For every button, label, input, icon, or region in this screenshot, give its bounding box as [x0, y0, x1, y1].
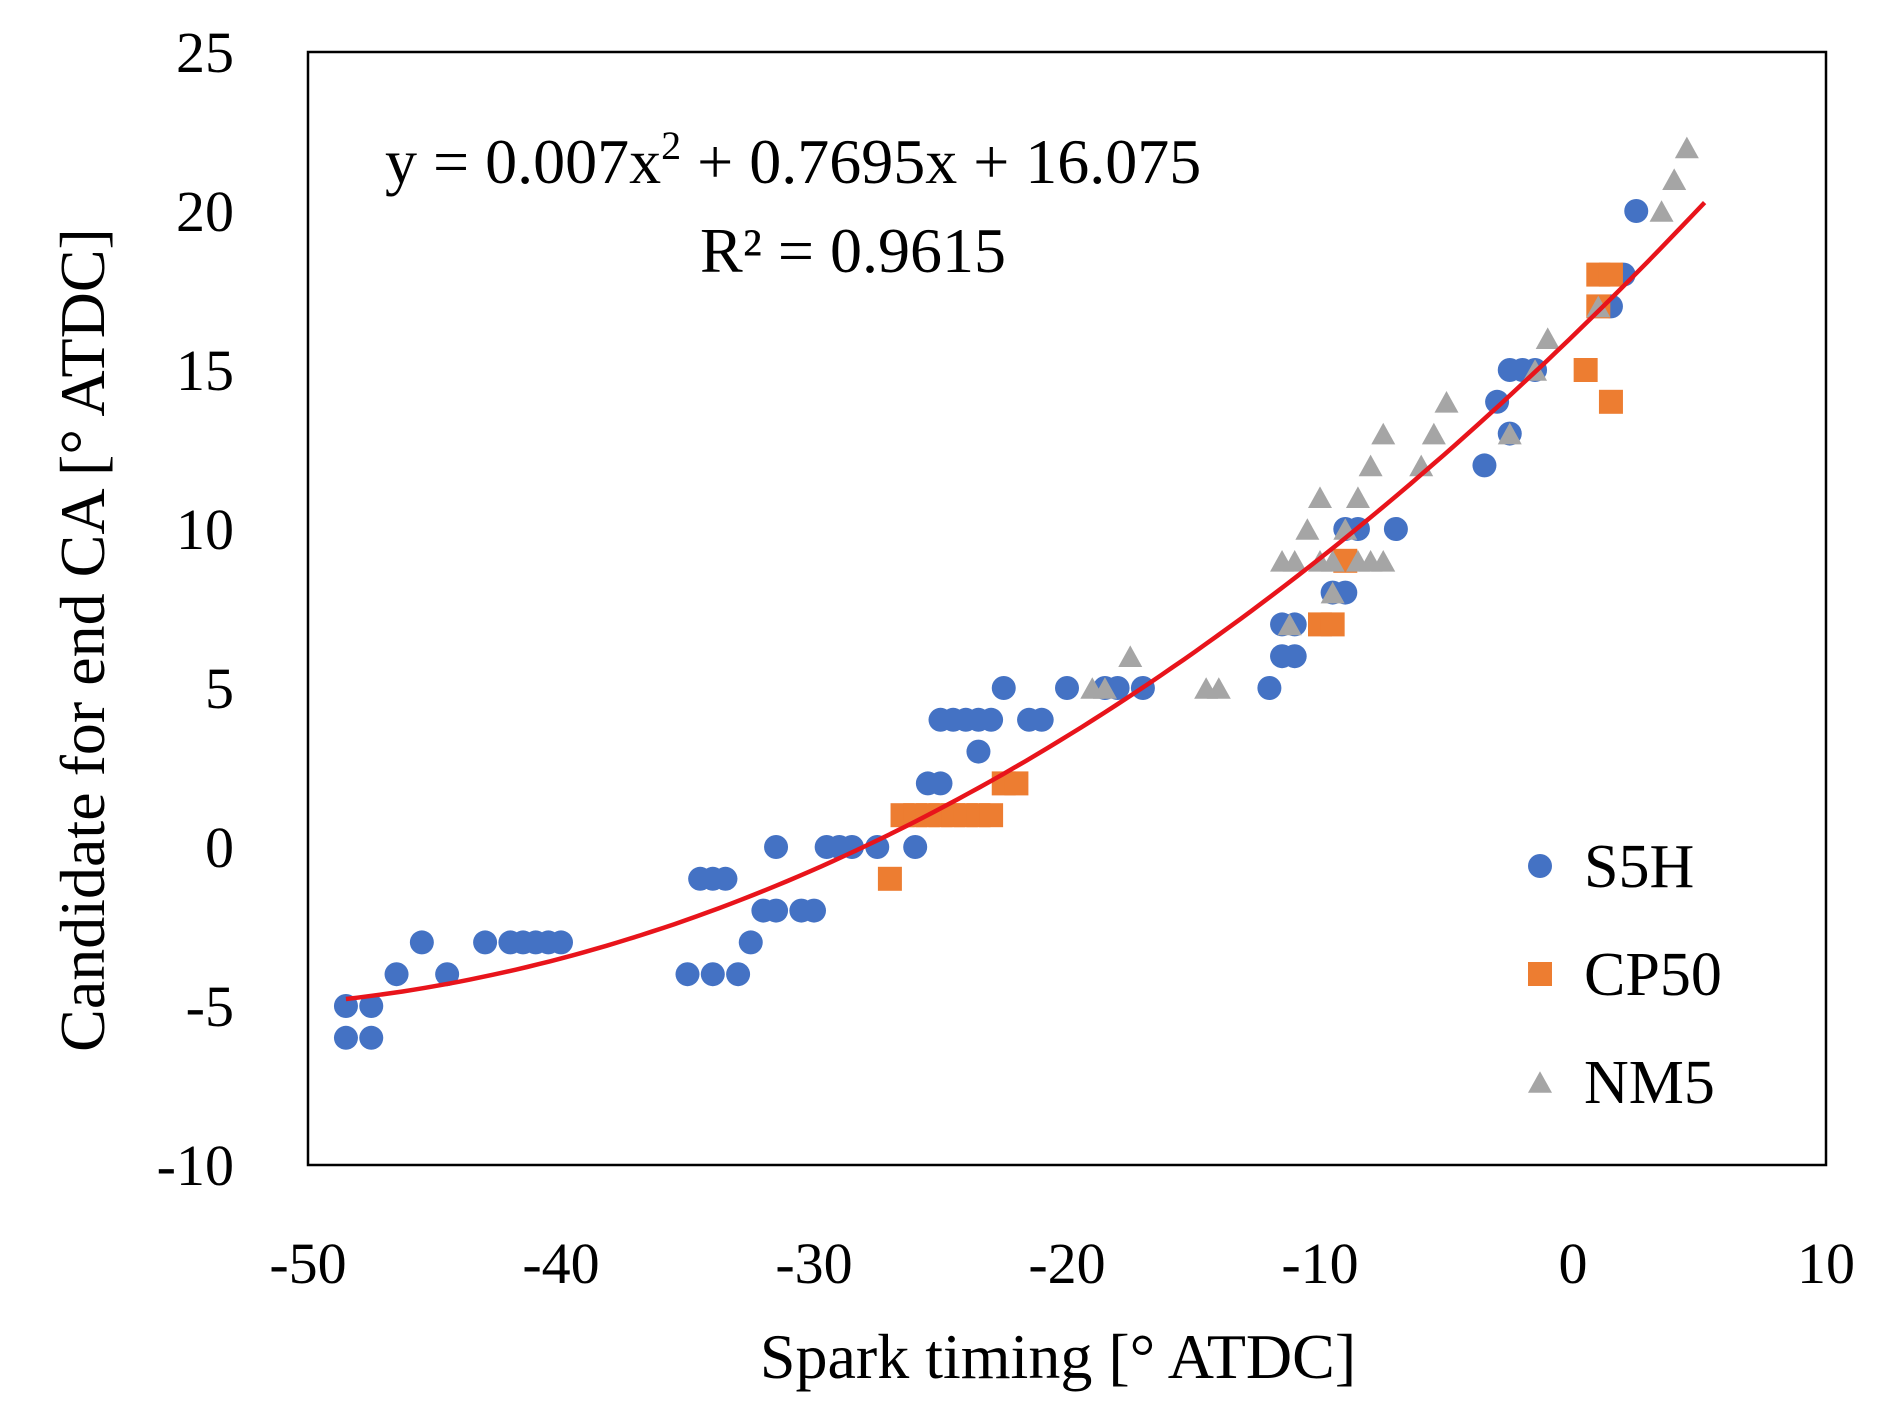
data-point-nm5	[1295, 518, 1320, 540]
data-point-s5h	[1383, 517, 1408, 541]
data-point-nm5	[1674, 136, 1699, 159]
y-tick-labels: -10 -5 0 5 10 15 20 25	[157, 20, 234, 1198]
legend-marker-s5h	[1528, 854, 1552, 878]
data-point-cp50	[1598, 389, 1623, 414]
data-point-s5h	[409, 930, 434, 955]
equation-prefix: y = 0.007x	[385, 126, 661, 197]
data-point-nm5	[1586, 295, 1611, 318]
data-point-nm5	[1320, 550, 1345, 572]
data-point-nm5	[1282, 550, 1307, 572]
series-nm5	[1080, 136, 1699, 699]
legend-marker-cp50	[1528, 962, 1552, 986]
y-tick-label: 10	[176, 497, 234, 562]
data-point-cp50	[1598, 262, 1623, 287]
series-cp50	[877, 262, 1623, 891]
data-point-s5h	[1257, 676, 1282, 700]
data-point-nm5	[1535, 327, 1560, 349]
x-tick-label: -10	[1281, 1231, 1358, 1296]
equation-suffix: + 0.7695x + 16.075	[681, 126, 1201, 197]
data-point-nm5	[1206, 677, 1231, 699]
data-point-s5h	[1624, 199, 1649, 223]
data-point-s5h	[1485, 389, 1510, 414]
x-tick-label: 10	[1797, 1231, 1855, 1296]
data-point-nm5	[1662, 168, 1687, 190]
data-point-nm5	[1649, 200, 1674, 222]
data-point-s5h	[384, 962, 409, 987]
y-tick-label: 15	[176, 338, 234, 403]
data-point-s5h	[764, 835, 789, 859]
data-point-s5h	[802, 898, 826, 923]
data-point-s5h	[1472, 453, 1497, 478]
series-s5h	[333, 199, 1649, 1050]
data-point-s5h	[333, 1025, 358, 1050]
legend-label-cp50: CP50	[1584, 941, 1722, 1009]
data-point-cp50	[979, 803, 1004, 828]
data-point-nm5	[1092, 677, 1117, 699]
data-point-cp50	[877, 866, 902, 891]
x-tick-label: 0	[1559, 1231, 1588, 1296]
data-point-nm5	[1421, 422, 1446, 445]
data-point-s5h	[1029, 707, 1054, 732]
data-point-s5h	[903, 835, 928, 859]
legend-label-s5h: S5H	[1584, 833, 1694, 901]
data-point-s5h	[979, 707, 1004, 732]
data-point-s5h	[713, 866, 738, 891]
y-tick-label: 5	[205, 656, 234, 721]
data-point-s5h	[928, 771, 953, 796]
data-point-nm5	[1118, 645, 1143, 667]
data-point-s5h	[1055, 676, 1079, 700]
data-point-s5h	[1282, 644, 1307, 669]
plot-area	[306, 50, 1828, 1167]
y-tick-label: 0	[205, 815, 234, 880]
data-point-nm5	[1308, 486, 1332, 508]
x-tick-label: -20	[1028, 1231, 1105, 1296]
data-point-s5h	[726, 962, 751, 987]
x-tick-label: -30	[775, 1231, 852, 1296]
trendline	[345, 201, 1707, 1002]
data-point-s5h	[738, 930, 763, 955]
data-point-s5h	[764, 898, 789, 923]
legend-marker-nm5	[1528, 1071, 1552, 1093]
data-point-nm5	[1371, 422, 1396, 445]
data-point-nm5	[1320, 581, 1345, 604]
data-point-s5h	[700, 962, 725, 987]
trendline-equation: y = 0.007x2 + 0.7695x + 16.075	[385, 123, 1201, 197]
data-point-cp50	[1320, 612, 1345, 637]
y-tick-label: 25	[176, 20, 234, 85]
legend-label-nm5: NM5	[1584, 1049, 1715, 1117]
x-axis-title: Spark timing [° ATDC]	[760, 1321, 1356, 1392]
r-squared-label: R² = 0.9615	[700, 215, 1006, 286]
data-point-s5h	[675, 962, 700, 987]
data-point-s5h	[359, 1025, 384, 1050]
y-tick-label: -10	[157, 1133, 234, 1198]
data-point-nm5	[1277, 613, 1302, 636]
x-tick-label: -50	[269, 1231, 346, 1296]
data-point-nm5	[1345, 486, 1370, 508]
y-tick-label: 20	[176, 179, 234, 244]
x-tick-label: -40	[522, 1231, 599, 1296]
equation-exponent: 2	[661, 123, 681, 168]
legend: S5H CP50 NM5	[1528, 833, 1722, 1117]
data-point-nm5	[1371, 550, 1396, 572]
data-point-s5h	[435, 962, 460, 987]
data-point-cp50	[1573, 358, 1598, 382]
data-point-s5h	[549, 930, 573, 955]
data-point-s5h	[473, 930, 498, 955]
x-tick-labels: -50 -40 -30 -20 -10 0 10	[269, 1231, 1855, 1296]
data-point-nm5	[1497, 422, 1522, 445]
data-point-nm5	[1358, 454, 1383, 477]
data-marks	[333, 136, 1699, 1050]
data-point-s5h	[359, 994, 384, 1018]
y-tick-label: -5	[186, 974, 234, 1039]
y-axis-title: Candidate for end CA [° ATDC]	[47, 228, 118, 1052]
plot-frame	[306, 50, 1828, 1167]
data-point-s5h	[966, 739, 991, 764]
data-point-s5h	[991, 676, 1016, 700]
data-point-cp50	[1004, 771, 1029, 796]
data-point-nm5	[1434, 391, 1459, 413]
